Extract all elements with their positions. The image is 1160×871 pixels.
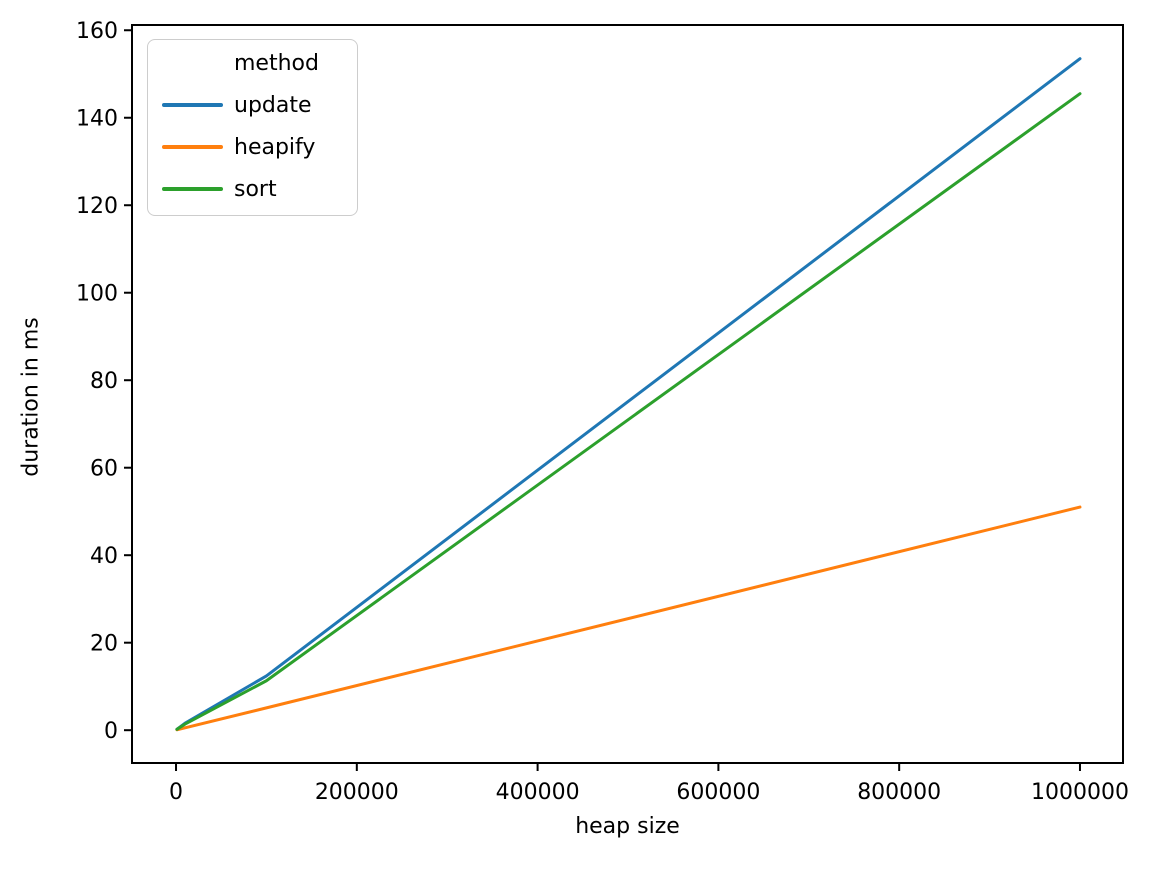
x-axis-label: heap size	[575, 814, 680, 839]
x-tick-label: 1000000	[1031, 780, 1129, 805]
legend-entry-sort: sort	[148, 168, 357, 210]
legend-entry-label: heapify	[234, 134, 316, 160]
legend-entry-label: sort	[234, 176, 277, 202]
legend-line-swatch-heapify	[162, 145, 223, 149]
legend-entry-update: update	[148, 84, 357, 126]
y-tick-label: 100	[76, 282, 118, 307]
legend-title-row: method	[148, 42, 357, 84]
series-line-sort	[175, 92, 1082, 731]
y-tick-label: 20	[90, 632, 118, 657]
y-tick-label: 160	[76, 19, 118, 44]
x-tick-label: 0	[169, 780, 183, 805]
legend: method update heapify sort	[147, 39, 358, 216]
y-tick-label: 140	[76, 107, 118, 132]
axes-spines	[131, 24, 1124, 764]
series-line-heapify	[175, 505, 1082, 732]
x-tick-label: 600000	[676, 780, 760, 805]
y-tick-label: 0	[104, 719, 118, 744]
legend-entry-heapify: heapify	[148, 126, 357, 168]
legend-entry-label: update	[234, 92, 312, 118]
y-tick-label: 60	[90, 457, 118, 482]
x-tick-label: 800000	[857, 780, 941, 805]
y-tick-label: 80	[90, 369, 118, 394]
x-tick-label: 200000	[315, 780, 399, 805]
legend-title: method	[234, 50, 319, 76]
legend-line-swatch-update	[162, 103, 223, 107]
y-tick-label: 40	[90, 544, 118, 569]
legend-line-swatch-sort	[162, 187, 223, 191]
y-tick-label: 120	[76, 194, 118, 219]
x-tick-label: 400000	[496, 780, 580, 805]
y-axis-label: duration in ms	[18, 317, 44, 477]
